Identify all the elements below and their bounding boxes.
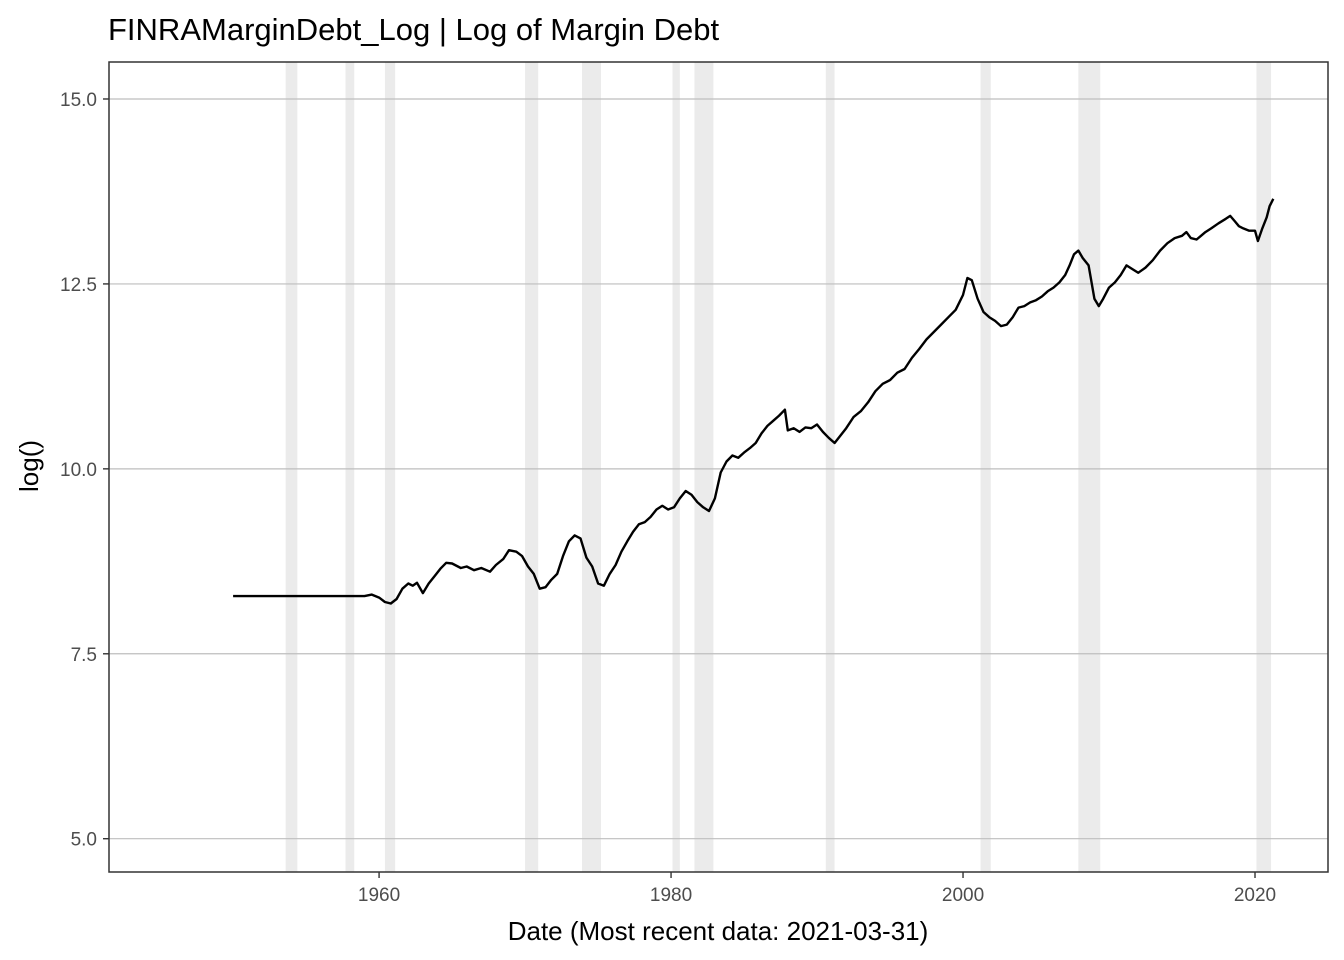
- panel-border: [108, 61, 1329, 873]
- recession-band-8: [980, 62, 991, 872]
- x-tick-label-1: 1980: [650, 885, 692, 906]
- recession-band-3: [525, 62, 539, 872]
- recession-band-4: [582, 62, 601, 872]
- y-tick-label-4: 15.0: [60, 90, 97, 111]
- gridlines: [109, 98, 1328, 840]
- y-tick-label-0: 5.0: [71, 830, 97, 851]
- x-tick-label-2: 2000: [942, 885, 984, 906]
- recession-band-1: [345, 62, 355, 872]
- series-lines: [233, 198, 1275, 605]
- y-tick-label-2: 10.0: [60, 460, 97, 481]
- y-tick-label-3: 12.5: [60, 275, 97, 296]
- recession-band-2: [384, 62, 396, 872]
- recession-band-7: [825, 62, 835, 872]
- chart-title: FINRAMarginDebt_Log | Log of Margin Debt: [108, 12, 720, 47]
- recession-bands: [285, 62, 1272, 872]
- x-axis-title: Date (Most recent data: 2021-03-31): [508, 916, 929, 946]
- x-tick-label-0: 1960: [358, 885, 400, 906]
- y-axis-title: log(): [14, 440, 44, 492]
- x-tick-label-3: 2020: [1234, 885, 1276, 906]
- plot-area: [108, 61, 1329, 873]
- y-axis: 5.0 7.5 10.0 12.5 15.0: [60, 90, 109, 851]
- x-axis: 1960 1980 2000 2020: [358, 872, 1276, 906]
- recession-band-5: [672, 62, 680, 872]
- recession-band-0: [285, 62, 298, 872]
- series-line-0: [233, 198, 1275, 605]
- recession-band-6: [694, 62, 714, 872]
- recession-band-9: [1078, 62, 1101, 872]
- recession-band-10: [1256, 62, 1272, 872]
- y-tick-label-1: 7.5: [71, 645, 97, 666]
